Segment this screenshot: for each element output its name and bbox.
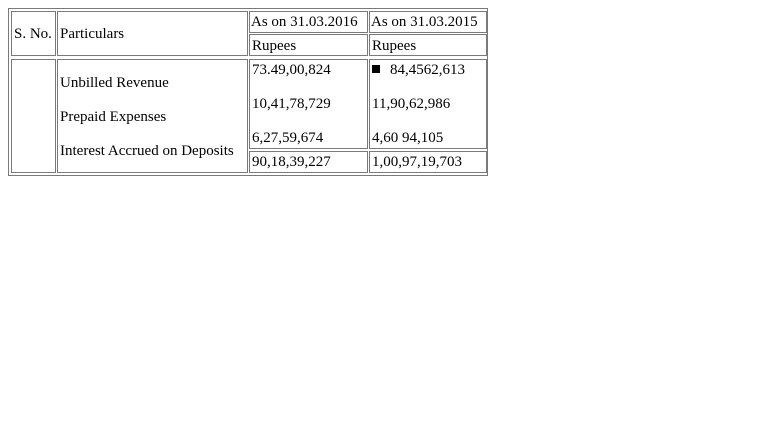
unit-2016-cell: Rupees (249, 34, 368, 56)
header-particulars: Particulars (60, 26, 125, 42)
header-sno-cell: S. No. (11, 11, 56, 56)
value-2015-interest-accrued: 4,60 94,105 (372, 130, 444, 146)
total-2015: 1,00,97,19,703 (372, 154, 462, 170)
body-sno-cell (11, 59, 56, 173)
particular-unbilled-revenue: Unbilled Revenue (60, 75, 169, 91)
square-bullet-icon (372, 65, 380, 73)
particular-prepaid-expenses: Prepaid Expenses (60, 109, 167, 125)
total-2016-cell: 90,18,39,227 (249, 151, 368, 173)
header-2015-cell: As on 31.03.2015 (369, 11, 487, 33)
particular-interest-accrued: Interest Accrued on Deposits (60, 143, 234, 159)
body-particulars-cell: Unbilled Revenue Prepaid Expenses Intere… (57, 59, 248, 173)
total-2015-cell: 1,00,97,19,703 (369, 151, 487, 173)
value-2015-prepaid-expenses: 11,90,62,986 (372, 96, 451, 112)
total-2016: 90,18,39,227 (252, 154, 331, 170)
unit-2015: Rupees (372, 38, 417, 54)
financial-table: S. No. Particulars As on 31.03.2016 As o… (8, 8, 488, 176)
value-2015-unbilled-revenue: 84,4562,613 (372, 61, 465, 79)
value-2015-unbilled-revenue-text: 84,4562,613 (390, 62, 465, 78)
value-2016-unbilled-revenue: 73.49,00,824 (252, 62, 331, 78)
header-2015: As on 31.03.2015 (371, 14, 478, 30)
body-2015-cell: 84,4562,613 11,90,62,986 4,60 94,105 (369, 59, 487, 149)
body-2016-cell: 73.49,00,824 10,41,78,729 6,27,59,674 (249, 59, 368, 149)
unit-2015-cell: Rupees (369, 34, 487, 56)
header-2016: As on 31.03.2016 (251, 14, 358, 30)
header-sno: S. No. (14, 26, 52, 42)
header-particulars-cell: Particulars (57, 11, 248, 56)
unit-2016: Rupees (252, 38, 297, 54)
header-2016-cell: As on 31.03.2016 (249, 11, 368, 33)
value-2016-interest-accrued: 6,27,59,674 (252, 130, 324, 146)
value-2016-prepaid-expenses: 10,41,78,729 (252, 96, 331, 112)
